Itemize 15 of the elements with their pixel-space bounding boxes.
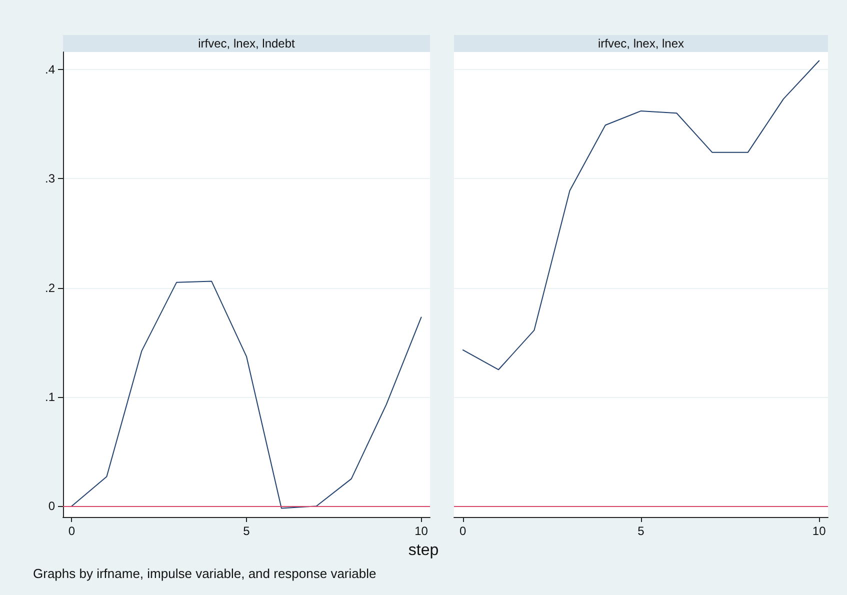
y-tick-label: .2 (44, 280, 56, 295)
text: Graphs by irfname, impulse variable, and response variable (33, 566, 376, 581)
x-axis-title: step (407, 542, 440, 560)
x-tick-label: 0 (68, 524, 76, 538)
x-tick-label: 0 (460, 524, 467, 538)
y-tick-label: .1 (44, 390, 56, 404)
x-tick-label: 5 (638, 524, 645, 538)
y-tick-label: .3 (44, 172, 56, 186)
y-tick-label: .4 (44, 62, 56, 76)
chart-title: irfvec, lnex, lnex (598, 36, 684, 50)
chart-title: irfvec, lnex, lndebt (198, 36, 296, 50)
y-tick-label: 0 (48, 499, 56, 514)
x-tick-label: 5 (243, 524, 250, 538)
x-tick-label: 10 (414, 524, 428, 538)
x-tick-label: 10 (812, 524, 826, 538)
